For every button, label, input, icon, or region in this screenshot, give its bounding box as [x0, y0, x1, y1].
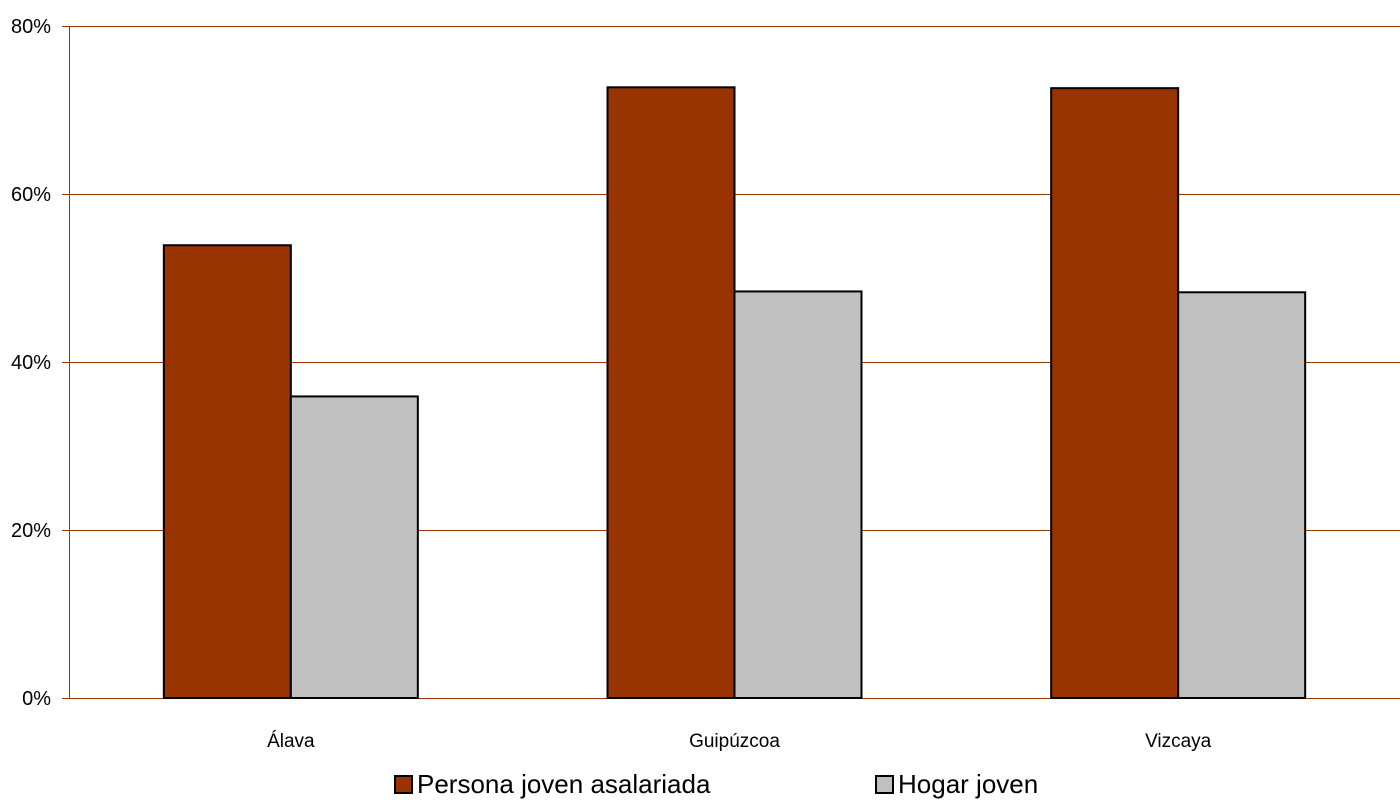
legend-item-persona-joven-asalariada: Persona joven asalariada: [394, 768, 710, 801]
x-category-label-alava: Álava: [267, 731, 315, 752]
y-tick-label-20: 20%: [11, 520, 51, 542]
legend-label-persona-joven-asalariada: Persona joven asalariada: [417, 769, 711, 799]
legend-item-hogar-joven: Hogar joven: [875, 768, 1038, 801]
y-tick-label-60: 60%: [11, 184, 51, 206]
y-tick-label-80: 80%: [11, 16, 51, 38]
category-labels: Álava Guipúzcoa Vizcaya: [267, 731, 1212, 752]
x-category-label-guipuzcoa: Guipúzcoa: [689, 731, 780, 752]
y-tick-labels: 0% 20% 40% 60% 80%: [11, 16, 51, 710]
bar-hogar-joven-alava: [289, 395, 419, 699]
bar-chart: 0% 20% 40% 60% 80% Álava Guipúzcoa Vizcaya: [11, 16, 1400, 752]
bar-hogar-joven-guipuzcoa: [733, 290, 863, 699]
bar-hogar-joven-vizcaya: [1177, 291, 1307, 699]
legend-label-hogar-joven: Hogar joven: [898, 769, 1039, 799]
legend-swatch-hogar-joven: [875, 775, 894, 794]
y-tick-label-40: 40%: [11, 352, 51, 374]
y-tick-label-0: 0%: [22, 688, 51, 710]
legend-swatch-persona-joven-asalariada: [394, 775, 413, 794]
x-category-label-vizcaya: Vizcaya: [1145, 731, 1212, 752]
bars: [162, 86, 1307, 700]
legend: Persona joven asalariada Hogar joven: [0, 768, 1400, 801]
bar-persona-joven-asalariada-guipuzcoa: [606, 86, 736, 699]
bar-persona-joven-asalariada-vizcaya: [1050, 87, 1180, 700]
bar-persona-joven-asalariada-alava: [162, 244, 292, 700]
